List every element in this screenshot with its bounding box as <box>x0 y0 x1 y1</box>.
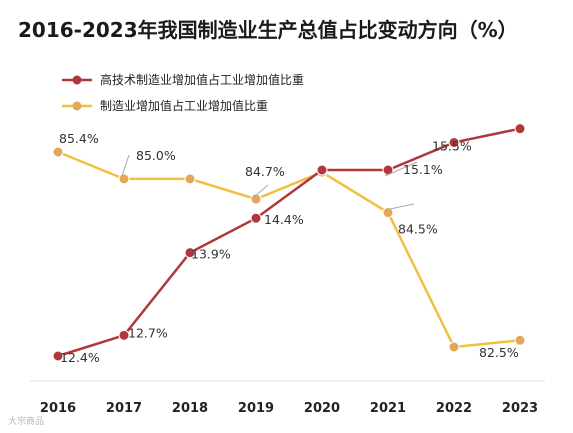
label-leader-line <box>253 184 269 198</box>
x-tick-label: 2017 <box>106 401 142 416</box>
x-axis: 2016 2017 2018 2019 2020 2021 2022 2023 <box>40 401 538 416</box>
data-label: 15.5% <box>432 138 472 153</box>
x-tick-label: 2023 <box>502 401 538 416</box>
series-line-0 <box>57 127 521 358</box>
data-label: 12.4% <box>60 350 100 365</box>
data-point <box>52 146 64 158</box>
series-0: 12.4% 12.7% 13.9% 14.4% 15.1% 15.5% <box>52 123 526 365</box>
x-tick-label: 2021 <box>370 401 406 416</box>
legend-item-manufacturing: 制造业增加值占工业增加值比重 <box>62 98 268 113</box>
x-tick-label: 2022 <box>436 401 472 416</box>
data-label: 84.5% <box>398 222 438 237</box>
data-point <box>316 164 328 176</box>
data-point <box>184 173 196 185</box>
x-tick-label: 2019 <box>238 401 274 416</box>
watermark: 大宗商品 <box>8 415 44 427</box>
data-point <box>514 123 526 135</box>
legend-item-high-tech: 高技术制造业增加值占工业增加值比重 <box>62 72 304 87</box>
data-label: 12.7% <box>128 325 168 340</box>
legend-label-manufacturing: 制造业增加值占工业增加值比重 <box>100 98 268 113</box>
data-label: 85.0% <box>136 148 176 163</box>
legend-label-high-tech: 高技术制造业增加值占工业增加值比重 <box>100 72 304 87</box>
label-leader-line <box>384 203 415 211</box>
x-tick-label: 2016 <box>40 401 76 416</box>
data-label: 14.4% <box>264 212 304 227</box>
data-point <box>250 212 262 224</box>
legend: 高技术制造业增加值占工业增加值比重 制造业增加值占工业增加值比重 <box>62 72 304 113</box>
chart-title: 2016-2023年我国制造业生产总值占比变动方向（%） <box>18 18 518 42</box>
data-label: 82.5% <box>479 345 519 360</box>
data-point <box>448 136 460 148</box>
data-label: 15.1% <box>403 162 443 177</box>
data-point <box>52 350 64 362</box>
data-label: 84.7% <box>245 164 285 179</box>
x-tick-label: 2020 <box>304 401 340 416</box>
data-label: 85.4% <box>59 131 99 146</box>
data-point <box>184 247 196 259</box>
plot-area: 85.4% 85.0% 84.7% 84.5% 82.5% 12.4% 12.7% 13.9%… <box>52 123 526 365</box>
data-label: 13.9% <box>191 247 231 262</box>
label-leader-line <box>121 154 130 177</box>
series-line-1 <box>57 150 521 349</box>
label-leader-line <box>384 161 418 177</box>
data-point <box>250 193 262 205</box>
data-point <box>514 334 526 346</box>
data-point <box>118 329 130 341</box>
data-point <box>118 173 130 185</box>
series-1: 85.4% 85.0% 84.7% 84.5% 82.5% <box>52 131 526 360</box>
x-tick-label: 2018 <box>172 401 208 416</box>
data-point <box>448 341 460 353</box>
